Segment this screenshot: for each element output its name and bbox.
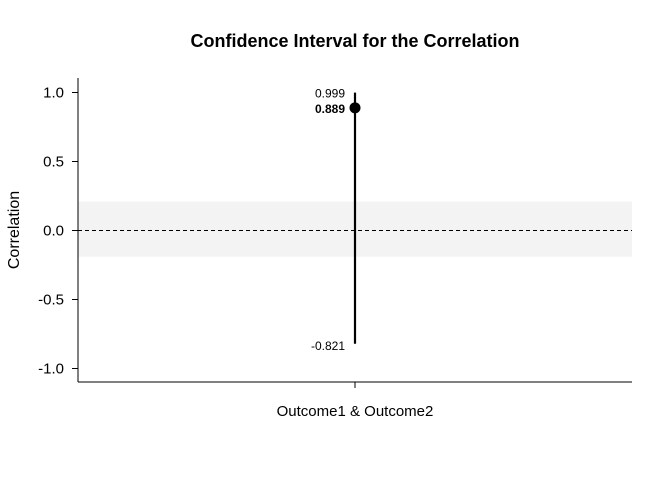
- y-tick-label: 0.0: [43, 223, 64, 240]
- estimate-point: [349, 102, 361, 114]
- upper-bound-label: 0.999: [315, 87, 345, 101]
- lower-bound-label: -0.821: [311, 339, 345, 353]
- y-tick-label: -1.0: [38, 361, 64, 378]
- y-axis-label: Correlation: [6, 191, 23, 269]
- chart-title: Confidence Interval for the Correlation: [190, 31, 519, 51]
- x-tick-label: Outcome1 & Outcome2: [277, 403, 434, 420]
- y-tick-label: 1.0: [43, 85, 64, 102]
- y-tick-label: -0.5: [38, 292, 64, 309]
- y-tick-label: 0.5: [43, 154, 64, 171]
- estimate-label: 0.889: [315, 102, 345, 116]
- plot-area: 1.0 0.5 0.0 -0.5 -1.0 Outcome1 & Outcome2 0.99…: [38, 78, 632, 420]
